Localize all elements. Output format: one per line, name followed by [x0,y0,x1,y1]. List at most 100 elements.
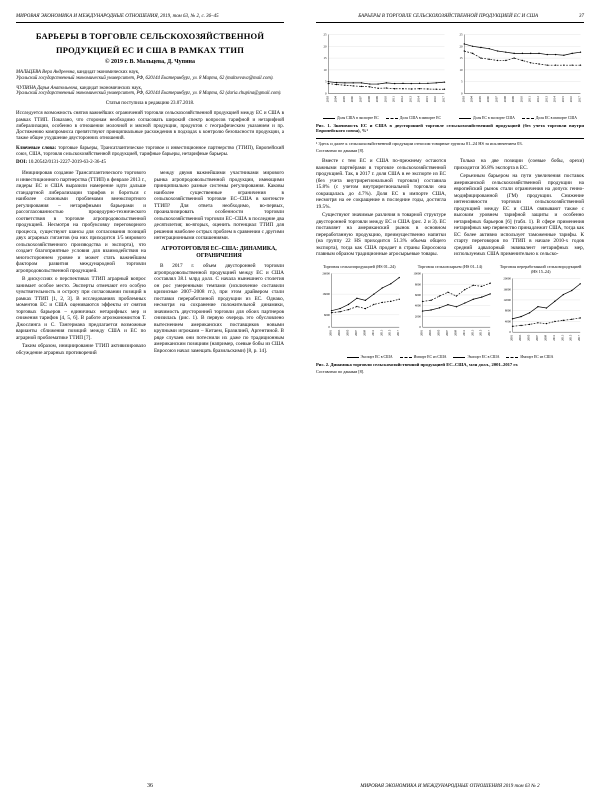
svg-text:2001: 2001 [419,329,423,336]
svg-text:2013: 2013 [470,329,474,336]
keywords-label: Ключевые слова: [16,146,56,151]
svg-text:4000: 4000 [415,304,422,308]
svg-text:20000: 20000 [504,277,512,281]
footer-line-right: МИРОВАЯ ЭКОНОМИКА И МЕЖДУНАРОДНЫЕ ОТНОШЕ… [316,784,584,790]
svg-text:2005: 2005 [346,329,350,336]
runhead-right-page: 37 [579,14,584,20]
fig1-left-legend: Доля США в экспорте ЕС Доля США в импорт… [316,116,448,121]
svg-text:2005: 2005 [436,329,440,336]
fig1-footnote: ¹ Здесь и далее к сельскохозяйственной п… [316,138,584,147]
svg-text:2006: 2006 [350,96,354,103]
doi-line: DOI: 10.20542/0131-2227-2019-63-2-36-45 [16,160,284,166]
svg-text:20: 20 [324,45,328,49]
running-head-right: . БАРЬЕРЫ В ТОРГОВЛЕ СЕЛЬСКОХОЗЯЙСТВЕННО… [316,14,584,23]
svg-text:2007: 2007 [495,96,499,103]
svg-text:8000: 8000 [505,309,512,313]
r-para-4: Серьезным барьером на пути увеличения по… [454,173,584,258]
para-1: Инициировав создание Трансатлантического… [16,170,146,274]
fig1-left-legend-a: Доля США в экспорте ЕС [337,116,379,121]
svg-text:0: 0 [510,330,512,334]
svg-text:5: 5 [461,80,463,84]
svg-text:6000: 6000 [415,293,422,297]
svg-text:15: 15 [460,56,464,60]
svg-text:2012: 2012 [400,96,404,103]
affiliation-2: ЧУПИНА Дарья Анатольевна, кандидат эконо… [16,86,284,98]
right-body-two-column: Вместе с тем ЕС и США по-прежнему остают… [316,158,584,260]
svg-text:5: 5 [325,80,327,84]
svg-text:2003: 2003 [337,329,341,336]
fig2-source: Составлено по данным [8]. [316,369,584,374]
two-page-spread: МИРОВАЯ ЭКОНОМИКА И МЕЖДУНАРОДНЫЕ ОТНОШЕ… [0,0,600,800]
fig2-title-2: Торговля переработанной сельхозпродукцие… [497,264,584,275]
svg-text:2000: 2000 [415,314,422,318]
r-para-2: Существуют значимые различия в товарной … [316,212,446,258]
author1-inst: Уральский государственный экономический … [16,76,274,81]
page-number-left: 36 [147,783,153,791]
svg-text:2003: 2003 [428,329,432,336]
authors-line: © 2019 г. В. Мальцева, Д. Чупина [16,59,284,67]
fig1-chart-right: 0510152025200320042005200620072008200920… [452,31,584,120]
keywords: Ключевые слова: торговые барьеры, Транса… [16,146,284,159]
affiliation-1: МАЛЬЦЕВА Вера Андреевна, кандидат эконом… [16,70,284,82]
svg-text:2001: 2001 [510,334,514,341]
page-right: . БАРЬЕРЫ В ТОРГОВЛЕ СЕЛЬСКОХОЗЯЙСТВЕННО… [300,0,600,800]
fig2-legend-b2: Импорт ЕС из США [520,355,553,360]
svg-text:2005: 2005 [342,96,346,103]
svg-text:2014: 2014 [553,96,557,103]
svg-text:2014: 2014 [417,96,421,103]
svg-text:4000: 4000 [505,320,512,324]
svg-text:2015: 2015 [561,96,565,103]
svg-text:8000: 8000 [415,282,422,286]
fig1-right-legend: Доля ЕС в экспорте США Доля ЕС в импорте… [452,116,584,121]
svg-text:2011: 2011 [552,334,556,340]
abstract: Исследуется возможность снятия важнейших… [16,111,284,142]
svg-text:16000: 16000 [504,287,512,291]
figure-2-row: Торговля сельхозпродукцией (HS 01–24) 06… [316,264,584,354]
svg-text:0: 0 [328,325,330,329]
author2-name: ЧУПИНА Дарья Анатольевна, [16,86,78,91]
svg-text:2013: 2013 [544,96,548,103]
figure-1-row: 0510152025200320042005200620072008200920… [316,31,584,120]
svg-text:12000: 12000 [504,298,512,302]
body-two-column: Инициировав создание Трансатлантического… [16,170,284,357]
author1-name: МАЛЬЦЕВА Вера Андреевна, [16,70,76,75]
keywords-text: торговые барьеры, Трансатлантическое тор… [16,146,284,157]
svg-text:25: 25 [460,33,464,37]
author1-degree: кандидат экономических наук, [77,70,139,75]
svg-text:6000: 6000 [324,313,331,317]
svg-text:2017: 2017 [577,96,581,103]
svg-text:2011: 2011 [371,329,375,335]
svg-text:2016: 2016 [569,96,573,103]
fig1-caption-text: Рис. 1. Значимость ЕС и США в двусторонн… [316,123,584,134]
svg-text:2012: 2012 [536,96,540,103]
runhead-right-title: БАРЬЕРЫ В ТОРГОВЛЕ СЕЛЬСКОХОЗЯЙСТВЕННОЙ … [358,14,538,20]
fig1-caption: Рис. 1. Значимость ЕС и США в двусторонн… [316,123,584,134]
svg-text:2017: 2017 [487,329,491,336]
svg-text:2011: 2011 [528,96,532,102]
fig2-svg-0: 0600016000260002001200320052007200920112… [316,270,403,348]
svg-text:0: 0 [325,92,327,96]
svg-text:2015: 2015 [478,329,482,336]
author2-inst: Уральский государственный экономический … [16,91,282,96]
fig1-right-legend-b: Доля ЕС в импорте США [536,116,577,121]
svg-text:2006: 2006 [486,96,490,103]
svg-text:2005: 2005 [527,334,531,341]
r-para-3: Только на две позиции (соевые бобы, орех… [454,158,584,171]
svg-text:2017: 2017 [396,329,400,336]
fig2-svg-1: 0200040006000800010000200120032005200720… [407,270,494,348]
para-4: между двумя важнейшими участниками миров… [154,170,284,242]
svg-text:2007: 2007 [359,96,363,103]
article-title-line1: БАРЬЕРЫ В ТОРГОВЛЕ СЕЛЬСКОХОЗЯЙСТВЕННОЙ [16,31,284,42]
fig2-legend-a: Экспорт ЕС в США [361,355,393,360]
svg-text:2001: 2001 [329,329,333,336]
fig2-caption: Рис. 2. Динамика торговли сельскохозяйст… [316,362,584,368]
fig1-source: Составлено по данным [8]. [316,148,584,153]
svg-text:2013: 2013 [379,329,383,336]
svg-text:2007: 2007 [445,329,449,336]
page-left: МИРОВАЯ ЭКОНОМИКА И МЕЖДУНАРОДНЫЕ ОТНОШЕ… [0,0,300,800]
article-title-block: БАРЬЕРЫ В ТОРГОВЛЕ СЕЛЬСКОХОЗЯЙСТВЕННОЙ … [16,31,284,66]
svg-text:2004: 2004 [470,96,474,103]
svg-text:2009: 2009 [375,96,379,103]
svg-text:2009: 2009 [511,96,515,103]
svg-text:2003: 2003 [518,334,522,341]
